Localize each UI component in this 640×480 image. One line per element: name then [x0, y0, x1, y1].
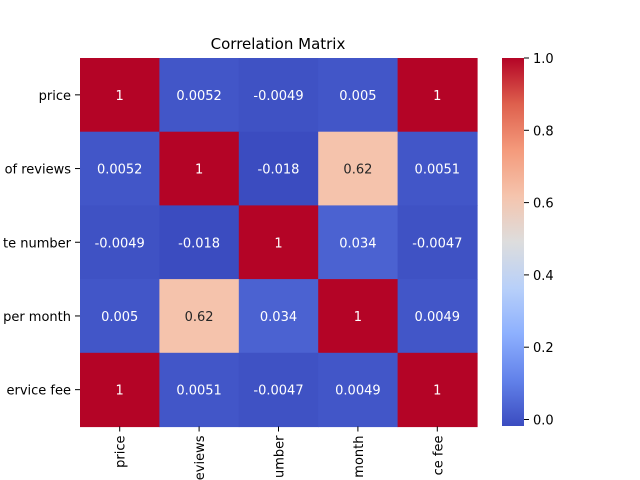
heatmap-cells: 1 0.0052 -0.0049 0.005 10.0052 1 -0.018 0.62 0.0… — [80, 58, 478, 428]
cell-value-label: 0.0052 — [97, 163, 143, 178]
heatmap-cell — [80, 279, 160, 354]
heatmap-cell — [318, 58, 399, 133]
x-tick-label: price — [114, 436, 129, 468]
cell-value-label: 0.005 — [101, 310, 138, 325]
colorbar-tick-label: 0.6 — [533, 197, 554, 212]
heatmap-cell — [397, 279, 478, 354]
cell-value-label: -0.0047 — [412, 236, 462, 251]
cell-value-label: 0.62 — [343, 163, 372, 178]
x-tick-label: ce fee — [431, 436, 446, 476]
cell-value-label: 0.62 — [185, 310, 214, 325]
heatmap-cell — [318, 352, 399, 428]
cell-value-label: 1 — [354, 310, 362, 325]
heatmap-cell — [397, 205, 478, 280]
cell-value-label: 0.0049 — [335, 384, 381, 399]
heatmap-cell — [238, 205, 319, 280]
heatmap-cell — [318, 205, 399, 280]
cell-value-label: 1 — [274, 236, 282, 251]
cell-value-label: 0.034 — [339, 236, 376, 251]
cell-value-label: -0.0047 — [253, 384, 303, 399]
cell-value-label: 0.0052 — [176, 89, 222, 104]
x-tick-label: umber — [273, 435, 288, 478]
y-tick-label: price — [39, 89, 71, 104]
heatmap-cell — [397, 352, 478, 428]
x-tick-labels: price eviews umber month ce fee — [114, 426, 446, 480]
heatmap-cell — [80, 205, 160, 280]
heatmap-cell — [80, 58, 160, 133]
cell-value-label: -0.018 — [178, 236, 220, 251]
cell-value-label: 0.0051 — [415, 163, 461, 178]
heatmap-cell — [159, 279, 240, 354]
cell-value-label: 1 — [433, 89, 441, 104]
heatmap-cell — [159, 352, 240, 428]
cell-value-label: 0.0049 — [415, 310, 461, 325]
cell-value-label: -0.018 — [258, 163, 300, 178]
heatmap-cell — [159, 131, 240, 206]
colorbar: 0.0 0.2 0.4 0.6 0.8 1.0 — [502, 52, 554, 428]
cell-value-label: 0.005 — [339, 89, 376, 104]
y-tick-label: te number — [3, 236, 72, 251]
heatmap-cell — [318, 131, 399, 206]
cell-value-label: 1 — [433, 384, 441, 399]
colorbar-gradient — [502, 58, 524, 426]
cell-value-label: 1 — [116, 384, 124, 399]
heatmap-cell — [159, 205, 240, 280]
heatmap-cell — [80, 352, 160, 428]
heatmap-cell — [397, 131, 478, 206]
cell-value-label: -0.0049 — [95, 236, 145, 251]
heatmap-cell — [238, 58, 319, 133]
colorbar-tick-label: 0.8 — [533, 124, 554, 139]
cell-value-label: 1 — [116, 89, 124, 104]
x-tick-label: month — [352, 436, 367, 478]
cell-value-label: 1 — [195, 163, 203, 178]
cell-value-label: 0.0051 — [176, 384, 222, 399]
colorbar-tick-label: 1.0 — [533, 52, 554, 67]
heatmap-cell — [318, 279, 399, 354]
colorbar-tick-label: 0.4 — [533, 269, 554, 284]
heatmap-cell — [80, 131, 160, 206]
heatmap-cell — [238, 279, 319, 354]
chart-title: Correlation Matrix — [211, 35, 346, 53]
y-tick-labels: price of reviews te number per month ervice … — [3, 89, 80, 399]
colorbar-tick-label: 0.0 — [533, 413, 554, 428]
y-tick-label: of reviews — [5, 163, 72, 178]
cell-value-label: -0.0049 — [253, 89, 303, 104]
y-tick-label: per month — [3, 310, 71, 325]
heatmap-cell — [238, 352, 319, 428]
x-tick-label: eviews — [193, 435, 208, 480]
colorbar-tick-label: 0.2 — [533, 341, 554, 356]
heatmap-cell — [159, 58, 240, 133]
heatmap-cell — [238, 131, 319, 206]
heatmap-cell — [397, 58, 478, 133]
cell-value-label: 0.034 — [260, 310, 297, 325]
y-tick-label: ervice fee — [7, 384, 72, 399]
